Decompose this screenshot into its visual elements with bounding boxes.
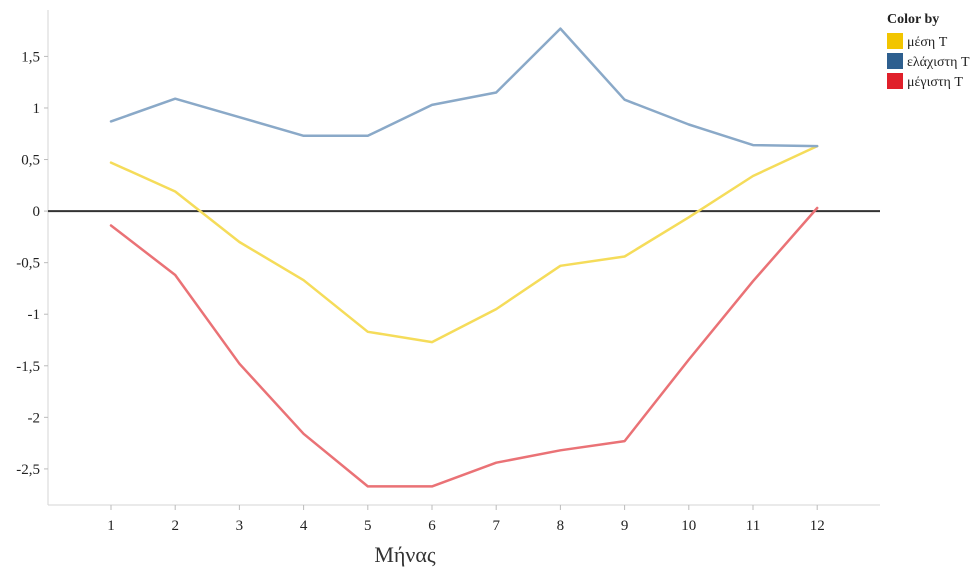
x-tick-label: 9 — [621, 518, 629, 534]
y-tick-label: 1 — [33, 101, 41, 117]
y-tick-label: 0,5 — [21, 153, 40, 169]
y-tick-label: 1,5 — [21, 49, 40, 65]
y-tick-label: -1 — [28, 307, 41, 323]
x-tick-label: 6 — [428, 518, 436, 534]
series-line-0 — [109, 144, 819, 344]
x-tick-label: 8 — [557, 518, 565, 534]
x-tick-label: 4 — [300, 518, 308, 534]
legend-swatch — [887, 53, 903, 69]
legend-label: μέση T — [907, 35, 948, 50]
legend-label: ελάχιστη T — [907, 55, 970, 70]
legend-title: Color by — [887, 12, 939, 27]
legend-swatch — [887, 33, 903, 49]
y-tick-label: 0 — [33, 204, 41, 220]
x-tick-label: 11 — [746, 518, 760, 534]
x-tick-label: 5 — [364, 518, 372, 534]
x-tick-label: 1 — [107, 518, 115, 534]
legend-label: μέγιστη T — [907, 75, 963, 90]
x-axis-label: Μήνας — [374, 542, 436, 567]
series-line-1 — [109, 27, 819, 148]
x-tick-label: 3 — [236, 518, 244, 534]
y-tick-label: -1,5 — [16, 359, 40, 375]
x-tick-label: 10 — [681, 518, 696, 534]
legend: Color by μέση T ελάχιστη T μέγιστη T — [887, 12, 970, 90]
series-lines — [109, 27, 819, 488]
x-tick-label: 12 — [810, 518, 825, 534]
x-tick-label: 7 — [492, 518, 500, 534]
y-tick-label: -0,5 — [16, 256, 40, 272]
axes: 1,510,50-0,5-1-1,5-2-2,51 2 3 4 5 6 7 8 9 10 11 12 — [16, 10, 880, 534]
x-tick-label: 2 — [171, 518, 179, 534]
series-line-2 — [109, 206, 819, 488]
legend-items: μέση T ελάχιστη T μέγιστη T — [887, 33, 970, 90]
legend-swatch — [887, 73, 903, 89]
y-tick-label: -2,5 — [16, 462, 40, 478]
y-tick-label: -2 — [28, 410, 41, 426]
